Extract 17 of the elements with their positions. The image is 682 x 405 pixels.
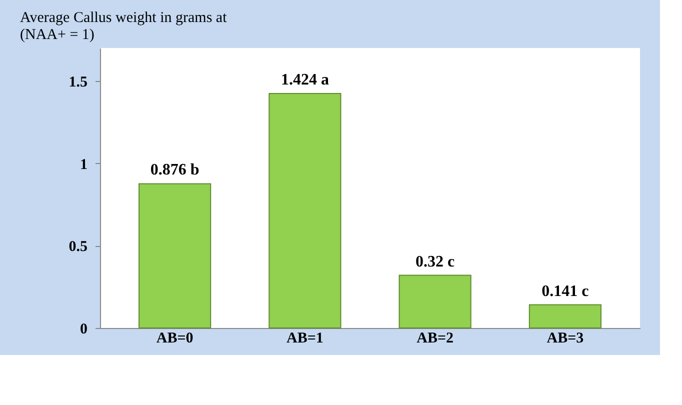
x-tick-label: AB=1 bbox=[286, 330, 324, 346]
x-tick-label: AB=0 bbox=[156, 330, 194, 346]
bar bbox=[268, 92, 342, 328]
y-tick-label: 1.5 bbox=[68, 74, 88, 90]
data-label: 0.32 c bbox=[416, 253, 455, 270]
chart-title: Average Callus weight in grams at (NAA+ = 1) bbox=[20, 10, 228, 43]
x-tick-label: AB=3 bbox=[546, 330, 584, 346]
bar bbox=[528, 304, 602, 328]
bar bbox=[138, 183, 212, 328]
data-label: 0.141 c bbox=[542, 282, 589, 300]
data-label: 0.876 b bbox=[150, 162, 200, 179]
x-tick-label: AB=2 bbox=[416, 330, 454, 346]
data-label: 1.424 a bbox=[280, 71, 329, 88]
y-tick-label: 1 bbox=[80, 156, 88, 173]
y-tick-label: 0.5 bbox=[68, 239, 88, 256]
y-tick-label: 0 bbox=[80, 322, 88, 338]
bar bbox=[398, 274, 472, 328]
